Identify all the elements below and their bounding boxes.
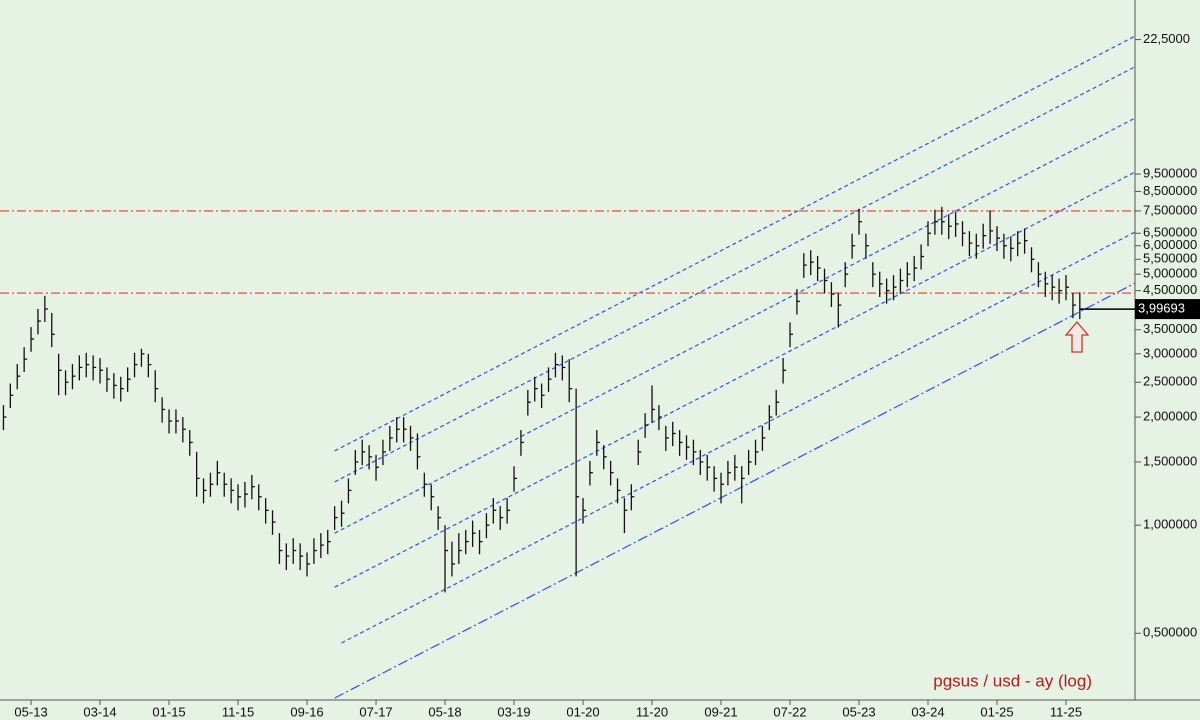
y-tick-label: 6,500000	[1143, 225, 1197, 240]
caption: pgsus / usd - ay (log)	[933, 671, 1092, 690]
y-tick-label: 8,500000	[1143, 183, 1197, 198]
x-tick-label: 09-16	[290, 704, 323, 719]
channel-line	[334, 35, 1136, 452]
channel-line	[341, 231, 1136, 644]
x-tick-label: 01-20	[566, 704, 599, 719]
y-tick-label: 3,500000	[1143, 321, 1197, 336]
y-tick-label: 2,500000	[1143, 374, 1197, 389]
y-tick-label: 1,500000	[1143, 453, 1197, 468]
x-tick-label: 03-24	[911, 704, 944, 719]
y-tick-label: 1,000000	[1143, 517, 1197, 532]
channel-line	[334, 117, 1136, 534]
x-tick-label: 05-18	[428, 704, 461, 719]
x-tick-label: 11-20	[636, 704, 668, 719]
x-tick-label: 01-15	[152, 704, 185, 719]
y-tick-label: 3,000000	[1143, 345, 1197, 360]
arrow-annotation	[1064, 320, 1090, 353]
y-tick-label: 22,5000	[1143, 31, 1190, 46]
x-tick-label: 01-25	[980, 704, 1013, 719]
x-tick-label: 07-22	[773, 704, 806, 719]
x-tick-label: 07-17	[359, 704, 392, 719]
x-tick-label: 03-19	[497, 704, 530, 719]
x-tick-label: 09-21	[704, 704, 737, 719]
y-tick-label: 5,500000	[1143, 251, 1197, 266]
x-tick-label: 05-13	[14, 704, 47, 719]
y-tick-label: 7,500000	[1143, 202, 1197, 217]
y-tick-label: 9,500000	[1143, 165, 1197, 180]
channel-line	[334, 282, 1136, 699]
channel-line	[334, 171, 1136, 588]
channel-line	[334, 66, 1136, 483]
last-price-label: 3,99693	[1138, 301, 1185, 316]
y-tick-label: 2,000000	[1143, 409, 1197, 424]
x-tick-label: 05-23	[842, 704, 875, 719]
x-tick-label: 11-25	[1050, 704, 1082, 719]
y-tick-label: 4,500000	[1143, 282, 1197, 297]
x-tick-label: 03-14	[83, 704, 116, 719]
y-tick-label: 5,000000	[1143, 266, 1197, 281]
last-price-box	[1135, 299, 1200, 320]
y-tick-label: 6,000000	[1143, 237, 1197, 252]
x-tick-label: 11-15	[222, 704, 254, 719]
y-tick-label: 0,500000	[1143, 625, 1197, 640]
